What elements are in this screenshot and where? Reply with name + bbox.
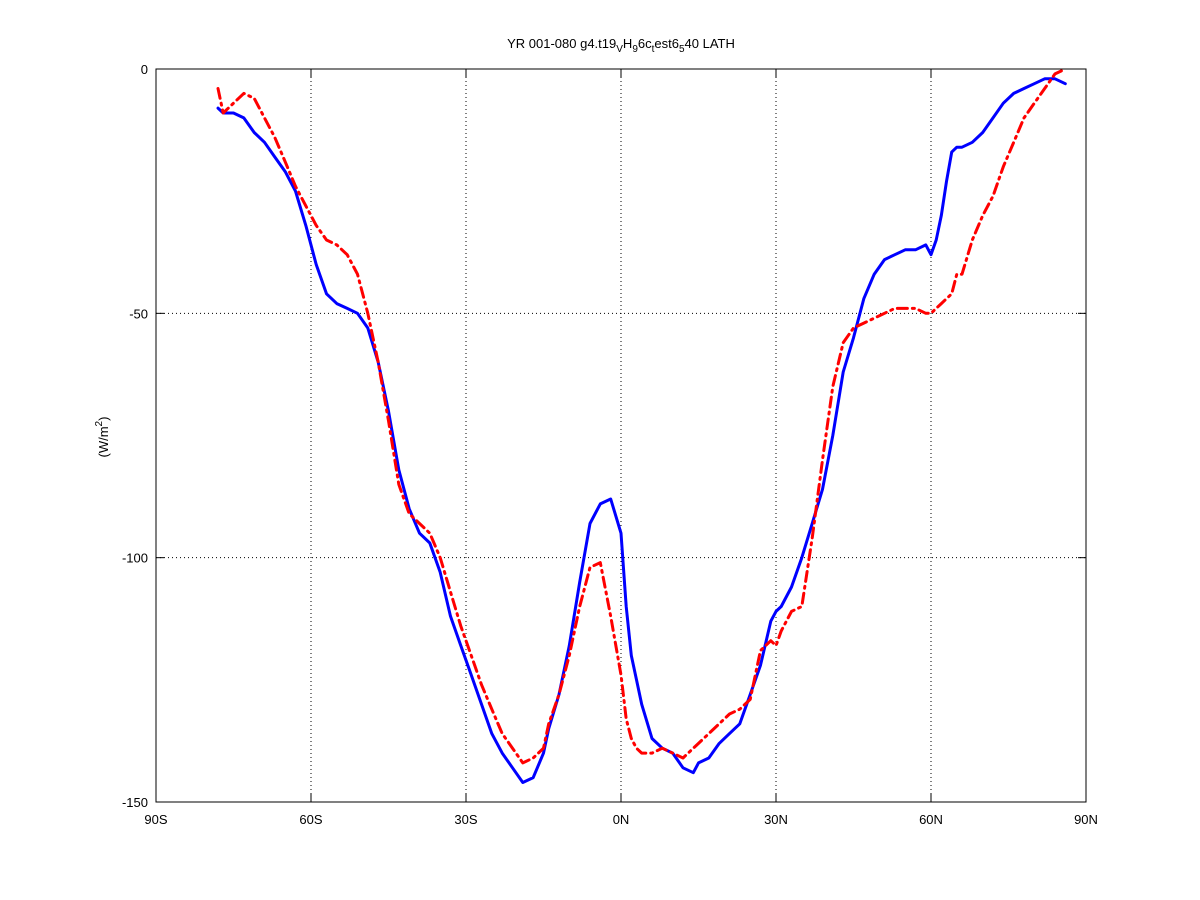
y-tick-label: 0 — [141, 62, 148, 77]
series-line-blue — [216, 77, 1067, 784]
y-axis-label-close: ) — [96, 417, 111, 421]
y-tick-label: -50 — [129, 306, 148, 321]
title-subscript: 5 — [679, 44, 685, 55]
series-lines — [216, 67, 1067, 784]
x-tick-label: 30N — [764, 812, 788, 827]
grid-lines — [156, 69, 1086, 802]
x-tick-label: 90N — [1074, 812, 1098, 827]
x-tick-label: 30S — [454, 812, 477, 827]
title-subscript: 9 — [632, 44, 638, 55]
series-line-red — [216, 67, 1067, 765]
title-subscript: t — [652, 44, 655, 55]
x-tick-label: 90S — [144, 812, 167, 827]
axis-ticks: 90S 60S 30S 0N 30N 60N 90N -150 -100 -50 0 — [122, 62, 1098, 827]
y-tick-label: -100 — [122, 551, 148, 566]
y-tick-label: -150 — [122, 795, 148, 810]
chart-title: YR 001-080 g4.t19VH96ctest6540 LATH — [507, 36, 735, 55]
x-tick-label: 0N — [613, 812, 630, 827]
y-axis-label-text: (W/m — [96, 426, 111, 457]
x-tick-label: 60S — [299, 812, 322, 827]
title-part: YR 001-080 g4.t19 — [507, 36, 616, 51]
y-axis-label: (W/m2) — [94, 417, 111, 458]
title-part: est6 — [654, 36, 679, 51]
title-part: H — [623, 36, 632, 51]
y-axis-label-superscript: 2 — [94, 420, 105, 426]
x-tick-label: 60N — [919, 812, 943, 827]
title-subscript: V — [616, 44, 623, 55]
title-part: 40 LATH — [685, 36, 735, 51]
title-part: 6c — [638, 36, 652, 51]
